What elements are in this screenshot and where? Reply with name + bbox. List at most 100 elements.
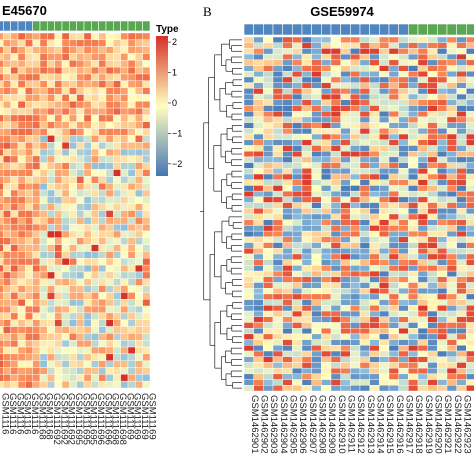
- heatmap-cell: [408, 162, 419, 169]
- heatmap-cell: [301, 293, 312, 300]
- heatmap-cell: [466, 248, 474, 255]
- heatmap-cell: [369, 248, 380, 255]
- heatmap-cell: [417, 59, 428, 66]
- heatmap-cell: [3, 53, 11, 61]
- heatmap-cell: [91, 333, 99, 341]
- heatmap-cell: [282, 259, 293, 266]
- heatmap-cell: [69, 312, 77, 320]
- heatmap-cell: [39, 80, 48, 88]
- heatmap-cell: [76, 299, 85, 307]
- heatmap-cell: [379, 362, 390, 369]
- heatmap-cell: [142, 367, 151, 375]
- heatmap-cell: [61, 346, 70, 355]
- heatmap-cell: [105, 258, 114, 266]
- heatmap-cell: [263, 242, 274, 249]
- heatmap-cell: [369, 293, 380, 300]
- heatmap-cell: [466, 93, 474, 101]
- heatmap-cell: [292, 111, 303, 118]
- heatmap-cell: [142, 203, 151, 211]
- heatmap-cell: [427, 105, 438, 112]
- heatmap-cell: [25, 380, 33, 389]
- heatmap-cell: [76, 73, 85, 81]
- heatmap-cell: [3, 66, 11, 75]
- heatmap-cell: [98, 101, 107, 109]
- heatmap-cell: [466, 219, 474, 226]
- heatmap-cell: [47, 230, 55, 239]
- type-cell: [456, 23, 467, 36]
- heatmap-cell: [321, 270, 332, 278]
- heatmap-cell: [398, 219, 409, 226]
- heatmap-cell: [321, 196, 332, 203]
- heatmap-cell: [83, 169, 92, 177]
- heatmap-cell: [83, 251, 92, 259]
- heatmap-cell: [311, 367, 322, 375]
- heatmap-cell: [292, 270, 303, 278]
- heatmap-cell: [135, 162, 143, 170]
- heatmap-cell: [76, 223, 85, 232]
- heatmap-cell: [91, 264, 99, 273]
- heatmap-cell: [301, 59, 312, 66]
- heatmap-cell: [321, 316, 332, 323]
- heatmap-cell: [135, 121, 143, 129]
- heatmap-cell: [321, 356, 332, 363]
- heatmap-cell: [120, 312, 129, 320]
- heatmap-cell: [142, 142, 151, 150]
- heatmap-cell: [456, 367, 467, 375]
- heatmap-cell: [105, 346, 114, 355]
- heatmap-cell: [379, 339, 390, 346]
- heatmap-cell: [32, 346, 41, 355]
- heatmap-cell: [69, 203, 77, 211]
- heatmap-cell: [135, 80, 143, 88]
- heatmap-cell: [408, 362, 419, 369]
- heatmap-cell: [369, 59, 380, 66]
- heatmap-cell: [142, 346, 151, 355]
- heatmap-cell: [437, 88, 448, 95]
- heatmap-cell: [379, 71, 390, 78]
- heatmap-cell: [272, 225, 283, 232]
- heatmap-cell: [350, 173, 361, 180]
- heatmap-cell: [54, 346, 63, 355]
- heatmap-cell: [54, 169, 63, 177]
- heatmap-cell: [330, 208, 341, 215]
- heatmap-cell: [83, 217, 92, 225]
- heatmap-cell: [263, 362, 274, 369]
- heatmap-cell: [282, 293, 293, 300]
- heatmap-cell: [417, 345, 428, 352]
- heatmap-cell: [113, 114, 121, 122]
- heatmap-cell: [127, 271, 136, 279]
- column-label: GSM111696: [102, 393, 113, 445]
- heatmap-cell: [98, 87, 107, 95]
- heatmap-cell: [446, 288, 457, 295]
- heatmap-cell: [321, 202, 332, 209]
- heatmap-cell: [446, 362, 457, 369]
- heatmap-cell: [47, 176, 55, 184]
- heatmap-cell: [282, 202, 293, 209]
- column-label: GSM111696: [95, 393, 106, 445]
- column-label: GSM1462922: [452, 395, 463, 454]
- heatmap-cell: [398, 316, 409, 323]
- heatmap-cell: [417, 202, 428, 209]
- heatmap-cell: [456, 225, 467, 232]
- heatmap-cell: [446, 145, 457, 152]
- heatmap-cell: [301, 225, 312, 232]
- heatmap-cell: [408, 265, 419, 272]
- heatmap-cell: [301, 53, 312, 61]
- heatmap-cell: [83, 46, 92, 54]
- heatmap-cell: [135, 360, 143, 368]
- heatmap-cell: [398, 59, 409, 66]
- heatmap-cell: [113, 80, 121, 88]
- heatmap-cell: [272, 282, 283, 289]
- heatmap-cell: [398, 196, 409, 203]
- heatmap-cell: [340, 385, 351, 392]
- heatmap-cell: [321, 367, 332, 375]
- heatmap-cell: [282, 65, 293, 72]
- heatmap-cell: [0, 374, 4, 382]
- heatmap-cell: [127, 326, 136, 334]
- heatmap-cell: [0, 367, 4, 375]
- heatmap-cell: [47, 333, 55, 341]
- heatmap-cell: [32, 203, 41, 211]
- heatmap-cell: [91, 251, 99, 259]
- heatmap-cell: [272, 162, 283, 169]
- heatmap-cell: [127, 80, 136, 88]
- heatmap-cell: [10, 87, 19, 95]
